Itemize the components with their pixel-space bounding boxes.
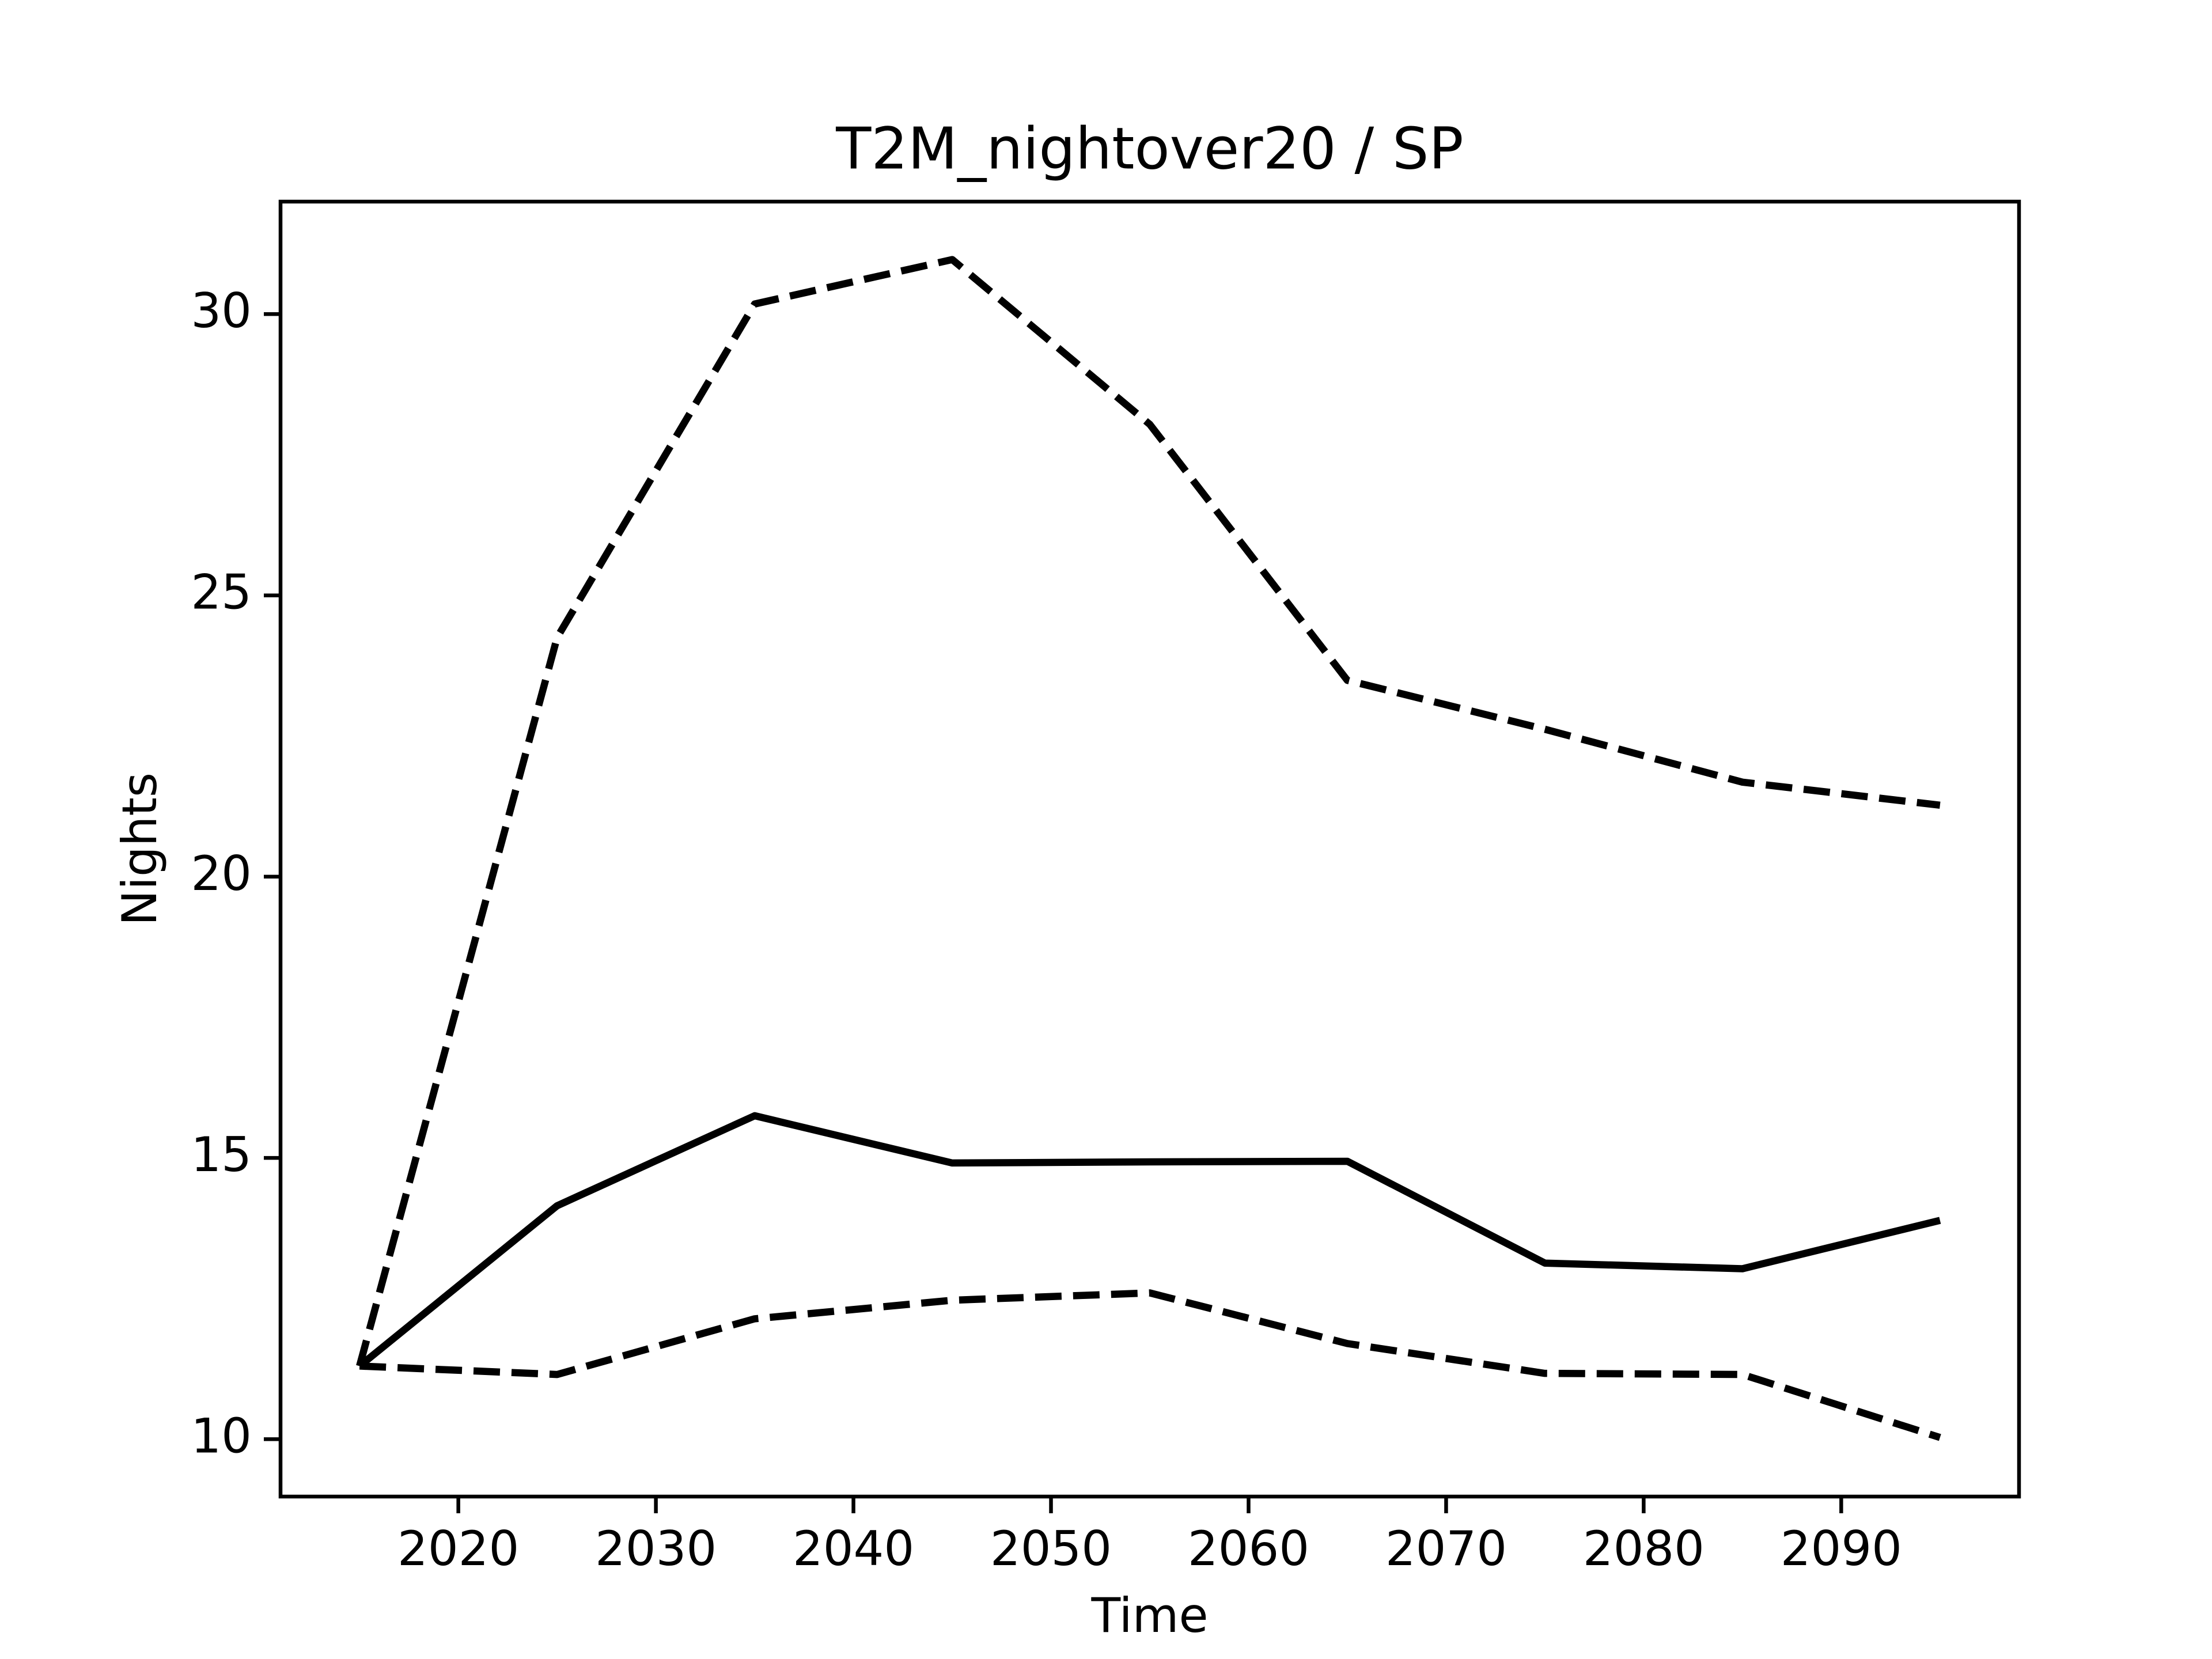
x-tick-label: 2070 [1385, 1521, 1507, 1577]
series-line [357, 1112, 1941, 1369]
x-tick-label: 2050 [990, 1521, 1112, 1577]
x-tick-label: 2040 [793, 1521, 914, 1577]
series-line [359, 1289, 1941, 1441]
y-tick-label: 20 [191, 846, 252, 902]
chart-title: T2M_nightover20 / SP [835, 115, 1464, 182]
x-tick-label: 2080 [1583, 1521, 1705, 1577]
x-tick-label: 2090 [1781, 1521, 1902, 1577]
x-tick-label: 2020 [397, 1521, 519, 1577]
y-tick-label: 25 [191, 565, 252, 620]
x-tick-label: 2060 [1188, 1521, 1309, 1577]
y-tick-label: 10 [191, 1408, 252, 1464]
x-axis-label: Time [1090, 1588, 1208, 1643]
y-tick-label: 30 [191, 283, 252, 339]
y-tick-label: 15 [191, 1127, 252, 1183]
x-tick-label: 2030 [595, 1521, 717, 1577]
y-axis-label: Nights [112, 772, 168, 926]
plot-frame [278, 199, 2021, 1499]
series-line [356, 256, 1941, 1368]
